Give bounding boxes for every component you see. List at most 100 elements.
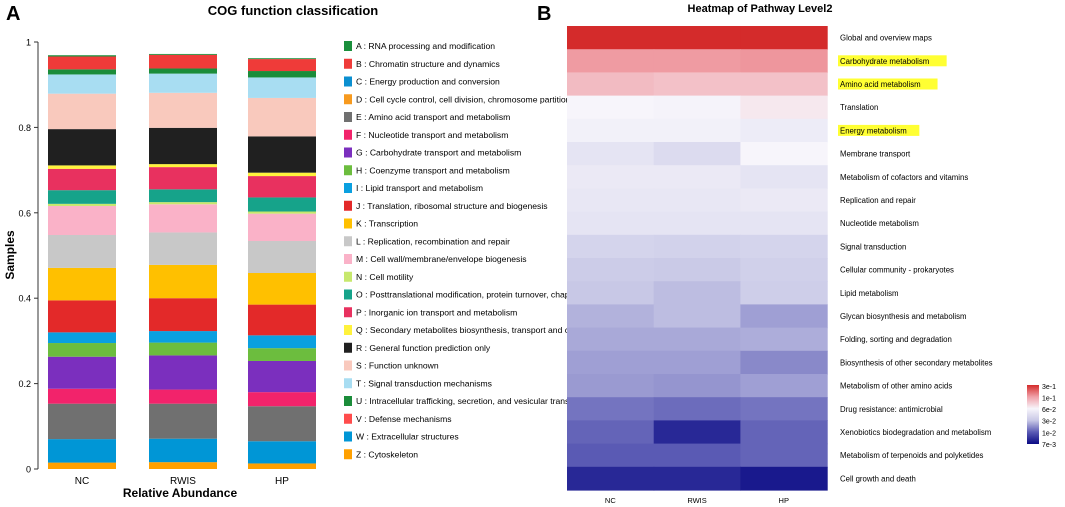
panel-a-bar-segment xyxy=(48,93,116,130)
panel-a-bar-segment xyxy=(248,172,316,177)
panel-b-heatmap-cell xyxy=(740,142,828,166)
panel-b-heatmap-cell xyxy=(740,397,828,421)
panel-a-legend-swatch xyxy=(344,236,352,247)
panel-b-heatmap-cell xyxy=(653,118,741,143)
panel-a-legend-swatch xyxy=(344,378,352,389)
panel-a-bar-segment xyxy=(149,355,217,390)
panel-b-heatmap-cell xyxy=(653,258,741,282)
panel-a-legend-label: L : Replication, recombination and repai… xyxy=(356,236,510,246)
panel-a-bar-segment xyxy=(248,176,316,198)
panel-a-legend-swatch xyxy=(344,325,352,335)
panel-b-heatmap-cell xyxy=(567,304,655,329)
panel-a-bar-segment xyxy=(248,213,316,241)
panel-b-heatmap-cell xyxy=(567,281,655,305)
panel-b-colorbar-gradient xyxy=(1027,385,1039,444)
panel-b-column-labels: NC RWIS HP xyxy=(605,496,789,505)
panel-a-legend-swatch xyxy=(344,129,352,140)
panel-b-row-highlight xyxy=(838,78,938,90)
panel-a-y-tick-label: 1 xyxy=(26,38,31,48)
panel-a-bar-segment xyxy=(48,403,116,440)
panel-a-legend-label: Z : Cytoskeleton xyxy=(356,449,418,459)
panel-a-x-tick-label: HP xyxy=(275,476,289,487)
panel-b-heatmap-cell xyxy=(567,49,655,73)
panel-b-row-label: Cellular community - prokaryotes xyxy=(840,266,954,275)
panel-a-bar-segment xyxy=(48,69,116,75)
panel-a-letter: A xyxy=(6,3,20,25)
panel-a-bar-segment xyxy=(149,53,217,55)
panel-b-heatmap-cell xyxy=(653,165,741,189)
panel-a-bar-segment xyxy=(248,335,316,349)
panel-a-legend-label: C : Energy production and conversion xyxy=(356,77,500,87)
panel-a-x-axis-label: Relative Abundance xyxy=(123,486,238,500)
panel-b-row-label: Replication and repair xyxy=(840,196,916,205)
panel-a-legend-swatch xyxy=(344,41,352,51)
panel-a-bar-segment xyxy=(248,71,316,78)
panel-b-row-label: Energy metabolism xyxy=(840,126,907,135)
panel-a-legend-label: V : Defense mechanisms xyxy=(356,414,452,424)
panel-a-bar-segment xyxy=(149,202,217,205)
panel-b-colorbar-label: 3e-2 xyxy=(1042,419,1056,426)
panel-a-legend: A : RNA processing and modification B : C… xyxy=(344,41,606,460)
panel-b-heatmap-cell xyxy=(567,188,655,213)
panel-a-bar-segment xyxy=(248,304,316,336)
panel-a-x-tick-label: RWIS xyxy=(170,476,196,487)
panel-a-y-tick-label: 0.8 xyxy=(18,123,31,133)
panel-a-bar-segment xyxy=(48,343,116,357)
panel-b-heatmap-cell xyxy=(740,327,828,352)
panel-b-heatmap-cells xyxy=(567,26,828,491)
panel-a-legend-label: M : Cell wall/membrane/envelope biogenes… xyxy=(356,254,527,264)
panel-a-legend-label: R : General function prediction only xyxy=(356,343,491,353)
panel-b-heatmap-cell xyxy=(740,258,828,282)
panel-a-bar-segment xyxy=(48,267,116,301)
panel-b-heatmap-cell xyxy=(740,211,828,236)
panel-a-bar-segment xyxy=(48,190,116,204)
panel-a-bar-segment xyxy=(248,211,316,214)
panel-b-row-label: Metabolism of terpenoids and polyketides xyxy=(840,451,984,460)
panel-a-bar-segment xyxy=(48,388,116,404)
panel-a-legend-swatch xyxy=(344,218,352,229)
panel-b-row-label: Translation xyxy=(840,103,878,112)
panel-b-heatmap-cell xyxy=(567,327,655,352)
panel-a-bar-segment xyxy=(149,92,217,128)
panel-a-legend-swatch xyxy=(344,183,352,193)
panel-b-row-label: Xenobiotics biodegradation and metabolis… xyxy=(840,428,991,437)
panel-b-heatmap-cell xyxy=(740,281,828,305)
panel-a-y-tick-label: 0.4 xyxy=(18,294,31,304)
panel-a-bar-segment xyxy=(248,406,316,442)
panel-a-legend-swatch xyxy=(344,94,352,105)
panel-b-colorbar: 3e-1 1e-1 6e-2 3e-2 1e-2 7e-3 xyxy=(1027,384,1056,449)
panel-b-row-label: Metabolism of cofactors and vitamins xyxy=(840,173,968,182)
panel-a-stacked-bars xyxy=(48,53,316,469)
panel-a-bar-segment xyxy=(149,389,217,404)
panel-b-column-label: HP xyxy=(779,496,789,505)
panel-b-heatmap-cell xyxy=(653,304,741,329)
panel-a-bar-segment xyxy=(48,129,116,166)
panel-a-bar-segment xyxy=(48,205,116,236)
panel-a-bar-segment xyxy=(149,127,217,165)
panel-b-row-label: Amino acid metabolism xyxy=(840,80,921,89)
panel-a-x-tick-label: NC xyxy=(75,476,89,487)
panel-a-legend-swatch xyxy=(344,147,352,158)
panel-a-bar-segment xyxy=(248,59,316,72)
panel-b-colorbar-label: 1e-1 xyxy=(1042,396,1056,403)
panel-a-bar-segment xyxy=(248,360,316,393)
panel-a-legend-swatch xyxy=(344,289,352,300)
panel-a-bar-segment xyxy=(48,55,116,57)
panel-b-row-label: Cell growth and death xyxy=(840,474,916,483)
panel-a-y-axis-label: Samples xyxy=(3,230,17,280)
panel-b-colorbar-label: 7e-3 xyxy=(1042,442,1056,449)
panel-b-heatmap-cell xyxy=(567,466,655,491)
panel-b-heatmap-cell xyxy=(653,188,741,213)
panel-b-heatmap-cell xyxy=(567,118,655,143)
panel-a-bar-segment xyxy=(149,68,217,74)
panel-b-heatmap-cell xyxy=(740,72,828,97)
panel-a-bar-segment xyxy=(48,439,116,463)
panel-b-heatmap-cell xyxy=(740,466,828,491)
panel-b-heatmap-cell xyxy=(653,374,741,398)
panel-b-row-label: Glycan biosynthesis and metabolism xyxy=(840,312,967,321)
panel-b-heatmap-cell xyxy=(740,49,828,73)
panel-a-bar-segment xyxy=(48,462,116,469)
panel-a-legend-swatch xyxy=(344,449,352,460)
panel-a-bar-segment xyxy=(149,73,217,93)
